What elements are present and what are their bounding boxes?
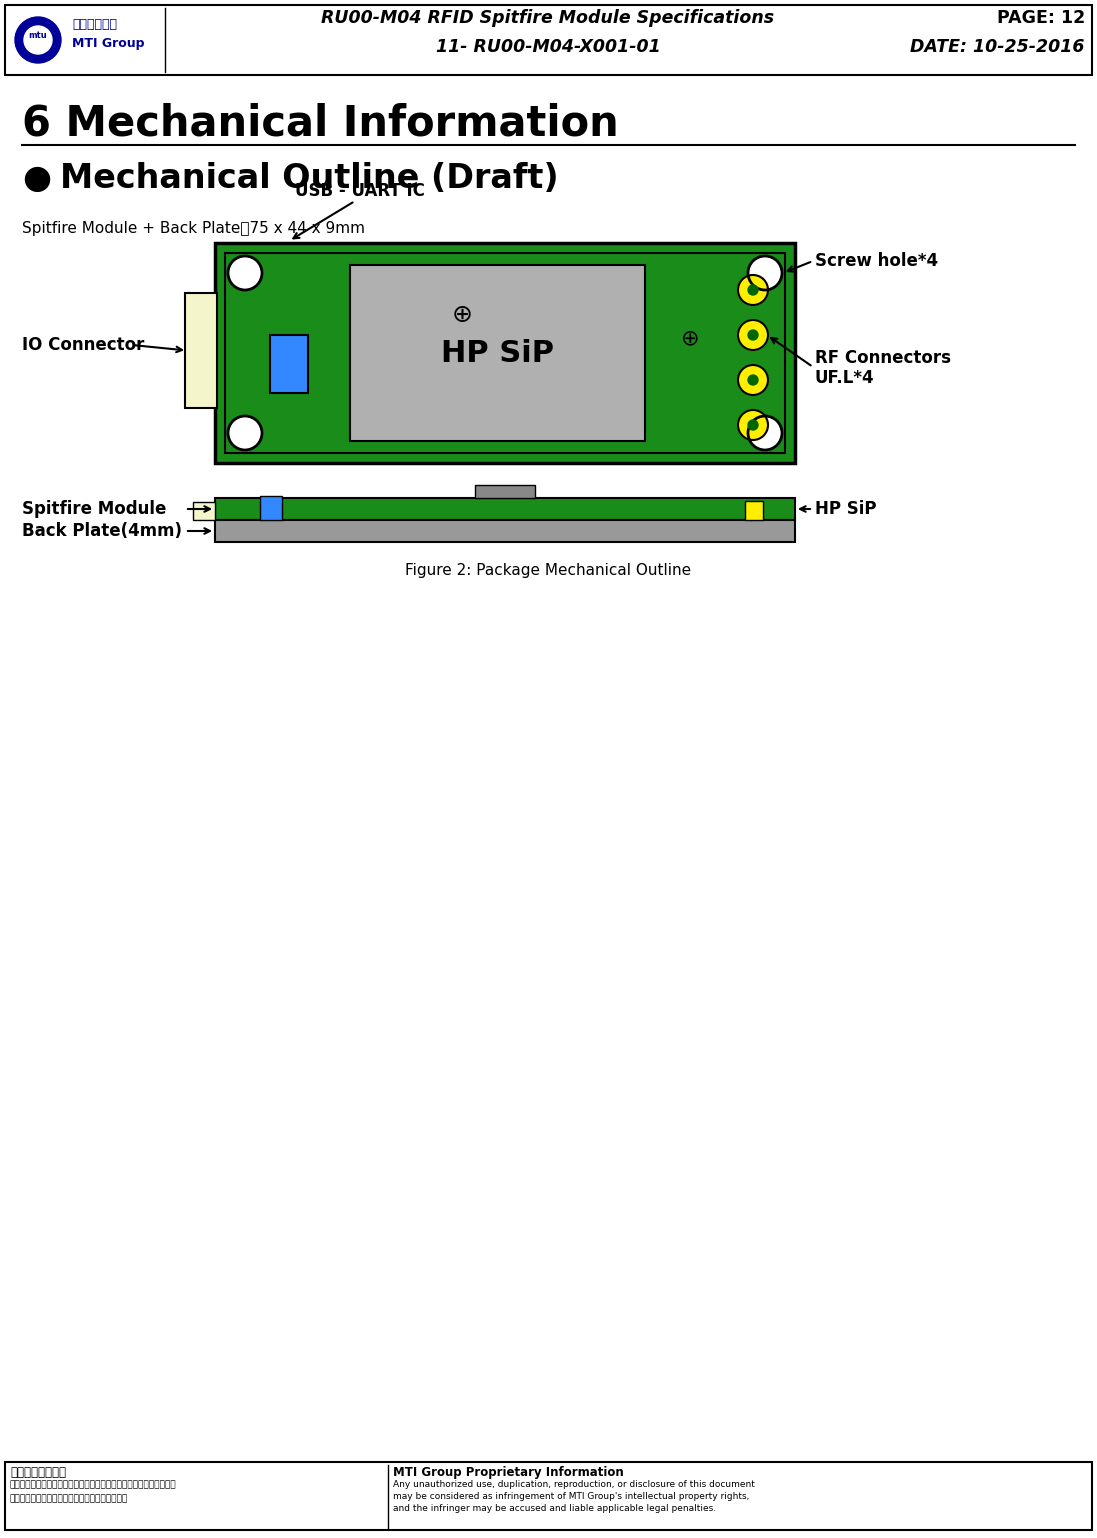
Circle shape (748, 375, 758, 384)
Circle shape (738, 365, 768, 395)
Text: Spitfire Module: Spitfire Module (22, 500, 167, 518)
Circle shape (748, 255, 782, 291)
Text: Screw hole*4: Screw hole*4 (815, 252, 938, 271)
Circle shape (748, 331, 758, 340)
Text: USB - UART IC: USB - UART IC (295, 181, 425, 200)
Circle shape (738, 411, 768, 440)
Text: UF.L*4: UF.L*4 (815, 369, 874, 388)
Circle shape (228, 415, 262, 451)
Text: 任何未經授權衩予複製、重製、公開或使用本文之行為，將被視為侵害: 任何未經授權衩予複製、重製、公開或使用本文之行為，將被視為侵害 (10, 1480, 177, 1489)
Circle shape (15, 17, 61, 63)
Text: Figure 2: Package Mechanical Outline: Figure 2: Package Mechanical Outline (405, 563, 691, 577)
Bar (193, 501, 215, 520)
Text: HP SiP: HP SiP (815, 500, 877, 518)
Text: ⊕: ⊕ (452, 303, 473, 328)
Text: MTI Group: MTI Group (72, 37, 145, 51)
Text: mtu: mtu (29, 31, 47, 40)
Text: and the infringer may be accused and liable applicable legal penalties.: and the infringer may be accused and lia… (393, 1504, 716, 1513)
Bar (225, 252, 785, 454)
Bar (185, 294, 217, 408)
Bar (270, 335, 308, 394)
Text: HP SiP: HP SiP (441, 338, 554, 368)
Text: 台揚企業集團: 台揚企業集團 (72, 18, 117, 31)
Text: Any unauthorized use, duplication, reproduction, or disclosure of this document: Any unauthorized use, duplication, repro… (393, 1480, 755, 1489)
Text: RF Connectors: RF Connectors (815, 349, 951, 368)
Circle shape (748, 415, 782, 451)
Text: Spitfire Module + Back Plate：75 x 44 x 9mm: Spitfire Module + Back Plate：75 x 44 x 9… (22, 220, 365, 235)
Circle shape (24, 26, 52, 54)
Text: PAGE: 12: PAGE: 12 (997, 9, 1085, 28)
Text: MTI Group Proprietary Information: MTI Group Proprietary Information (393, 1466, 624, 1480)
Circle shape (738, 320, 768, 351)
Bar (350, 265, 645, 441)
Text: 台揚集團智慧財產: 台揚集團智慧財產 (10, 1466, 66, 1480)
Text: Back Plate(4mm): Back Plate(4mm) (22, 521, 182, 540)
Circle shape (228, 255, 262, 291)
Bar (745, 501, 764, 520)
Circle shape (738, 275, 768, 305)
Text: 11- RU00-M04-X001-01: 11- RU00-M04-X001-01 (436, 38, 660, 55)
Text: IO Connector: IO Connector (22, 335, 145, 354)
Text: ⊕: ⊕ (680, 328, 699, 348)
Text: 台揚集團之智慧財產權，將可因此負擔法律責任。: 台揚集團之智慧財產權，將可因此負擔法律責任。 (10, 1493, 128, 1503)
Text: 6 Mechanical Information: 6 Mechanical Information (22, 102, 619, 145)
Bar (215, 520, 795, 541)
Text: RU00-M04 RFID Spitfire Module Specifications: RU00-M04 RFID Spitfire Module Specificat… (321, 9, 774, 28)
Bar (5, 5, 1092, 75)
Bar (215, 498, 795, 520)
Bar (215, 243, 795, 463)
Text: DATE: 10-25-2016: DATE: 10-25-2016 (911, 38, 1085, 55)
Circle shape (748, 420, 758, 431)
Circle shape (748, 285, 758, 295)
Text: Mechanical Outline (Draft): Mechanical Outline (Draft) (60, 161, 558, 194)
Text: may be considered as infringement of MTI Group's intellectual property rights,: may be considered as infringement of MTI… (393, 1492, 749, 1501)
Bar (5, 1463, 1092, 1530)
Bar (475, 484, 535, 498)
Text: ●: ● (22, 161, 52, 194)
Bar (260, 495, 282, 520)
